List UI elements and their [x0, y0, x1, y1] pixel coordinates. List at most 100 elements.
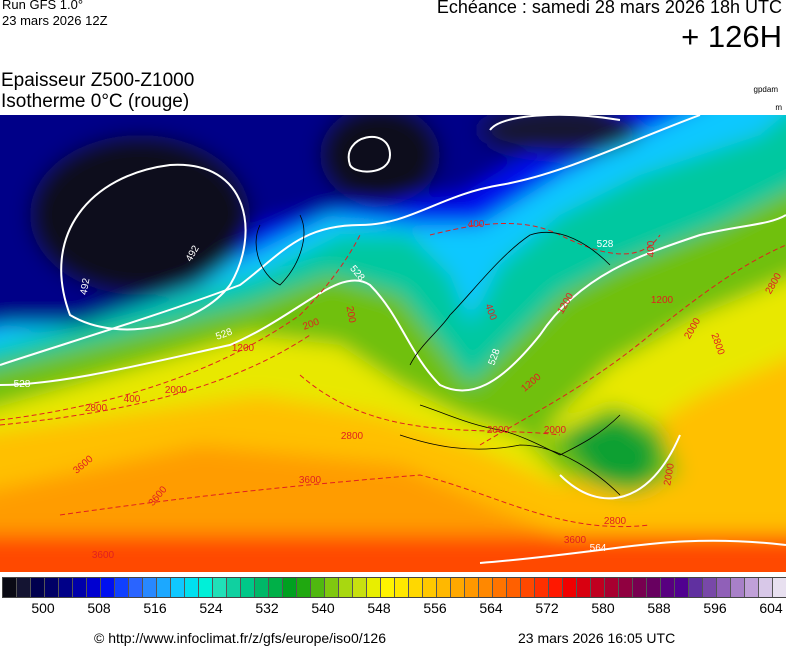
colorbar-cell — [353, 578, 367, 597]
forecast-valid-time: Echéance : samedi 28 mars 2026 18h UTC — [436, 0, 782, 17]
colorbar-tick-label: 540 — [311, 600, 335, 616]
isotherm-contour-label: 400 — [124, 394, 141, 405]
colorbar-cell — [661, 578, 675, 597]
colorbar-cell — [395, 578, 409, 597]
colorbar-cell — [549, 578, 563, 597]
colorbar-cell — [283, 578, 297, 597]
colorbar-cell — [521, 578, 535, 597]
colorbar-cell — [479, 578, 493, 597]
isotherm-contour-label: 3600 — [299, 475, 322, 486]
colorbar-tick-label: 564 — [479, 600, 503, 616]
thickness-contour-label: 528 — [597, 239, 614, 250]
colorbar-tick-label: 580 — [591, 600, 615, 616]
colorbar-cell — [325, 578, 339, 597]
copyright-link[interactable]: © http://www.infoclimat.fr/z/gfs/europe/… — [94, 630, 387, 646]
colorbar-tick-label: 516 — [143, 600, 167, 616]
isotherm-contour-label: 3600 — [564, 535, 587, 546]
colorbar-cell — [563, 578, 577, 597]
colorbar-tick-label: 548 — [367, 600, 391, 616]
colorbar-cell — [269, 578, 283, 597]
isotherm-contour-label: 2800 — [85, 403, 108, 414]
colorbar-cell — [129, 578, 143, 597]
colorbar-cell — [437, 578, 451, 597]
unit-m: m — [775, 103, 782, 112]
run-date: 23 mars 2026 12Z — [2, 13, 108, 28]
colorbar-cell — [647, 578, 661, 597]
colorbar-cell — [115, 578, 129, 597]
colorbar-cell — [17, 578, 31, 597]
colorbar-cell — [493, 578, 507, 597]
colorbar-tick-label: 588 — [647, 600, 671, 616]
colorbar-cell — [367, 578, 381, 597]
run-label: Run GFS 1.0° — [2, 0, 84, 12]
colorbar-cell — [185, 578, 199, 597]
colorbar-cell — [227, 578, 241, 597]
colorbar-cell — [199, 578, 213, 597]
isotherm-contour-label: 400 — [646, 240, 657, 257]
colorbar-cell — [143, 578, 157, 597]
colorbar-cell — [157, 578, 171, 597]
colorbar-cell — [717, 578, 731, 597]
colorbar-cell — [675, 578, 689, 597]
thickness-contours — [0, 115, 786, 564]
map-title: Epaisseur Z500-Z1000 — [1, 70, 195, 91]
colorbar-cell — [619, 578, 633, 597]
lead-time: + 126H — [681, 19, 782, 54]
colorbar-cell — [171, 578, 185, 597]
colorbar-cell — [381, 578, 395, 597]
colorbar-cell — [451, 578, 465, 597]
isotherm-contour-label: 200 — [344, 305, 358, 324]
colorbar-cell — [605, 578, 619, 597]
colorbar-cell — [745, 578, 759, 597]
colorbar-tick-label: 524 — [199, 600, 223, 616]
isotherm-contour-label: 400 — [468, 219, 485, 230]
isotherm-contours — [0, 222, 786, 528]
isotherm-contour-label: 2000 — [662, 462, 677, 486]
colorbar-cell — [101, 578, 115, 597]
colorbar-cell — [73, 578, 87, 597]
colorbar-cell — [689, 578, 703, 597]
colorbar-cell — [87, 578, 101, 597]
thickness-map: 4924925285285285285645284004002002001200… — [0, 115, 786, 572]
isotherm-contour-label: 2800 — [341, 431, 364, 442]
colorbar-cell — [633, 578, 647, 597]
colorbar-cell — [591, 578, 605, 597]
colorbar-tick-label: 500 — [31, 600, 55, 616]
isotherm-contour-label: 2800 — [604, 516, 627, 527]
colorbar-cell — [339, 578, 353, 597]
colorbar-tick-label: 572 — [535, 600, 559, 616]
colorbar-cell — [465, 578, 479, 597]
colorbar-cell — [255, 578, 269, 597]
isotherm-contour-label: 1200 — [232, 343, 255, 354]
colorbar-cell — [59, 578, 73, 597]
unit-gpdam: gpdam — [753, 85, 778, 94]
colorbar-cell — [703, 578, 717, 597]
colorbar-tick-label: 508 — [87, 600, 111, 616]
thickness-contour-label: 528 — [14, 379, 31, 390]
isotherm-contour-label: 2000 — [544, 425, 567, 436]
colorbar-tick-label: 556 — [423, 600, 447, 616]
colorbar-cell — [213, 578, 227, 597]
colorbar-cell — [731, 578, 745, 597]
colorbar-cell — [507, 578, 521, 597]
colorbar-cell — [773, 578, 786, 597]
colorbar-cell — [535, 578, 549, 597]
thickness-contour-label: 564 — [590, 543, 607, 554]
thickness-field — [0, 115, 786, 572]
isotherm-contour-label: 2000 — [487, 425, 510, 436]
colorbar-cell — [423, 578, 437, 597]
colorbar-tick-label: 596 — [703, 600, 727, 616]
colorbar-tick-label: 532 — [255, 600, 279, 616]
colorbar-cell — [577, 578, 591, 597]
colorbar-cell — [409, 578, 423, 597]
generated-time: 23 mars 2026 16:05 UTC — [518, 630, 676, 646]
colorbar-cell — [241, 578, 255, 597]
map-subtitle: Isotherme 0°C (rouge) — [1, 91, 190, 112]
colorbar-cell — [311, 578, 325, 597]
colorbar — [2, 577, 786, 598]
colorbar-cell — [31, 578, 45, 597]
isotherm-contour-label: 1200 — [651, 295, 674, 306]
thickness-contour-label: 492 — [79, 277, 93, 296]
isotherm-contour-label: 2000 — [165, 385, 188, 396]
